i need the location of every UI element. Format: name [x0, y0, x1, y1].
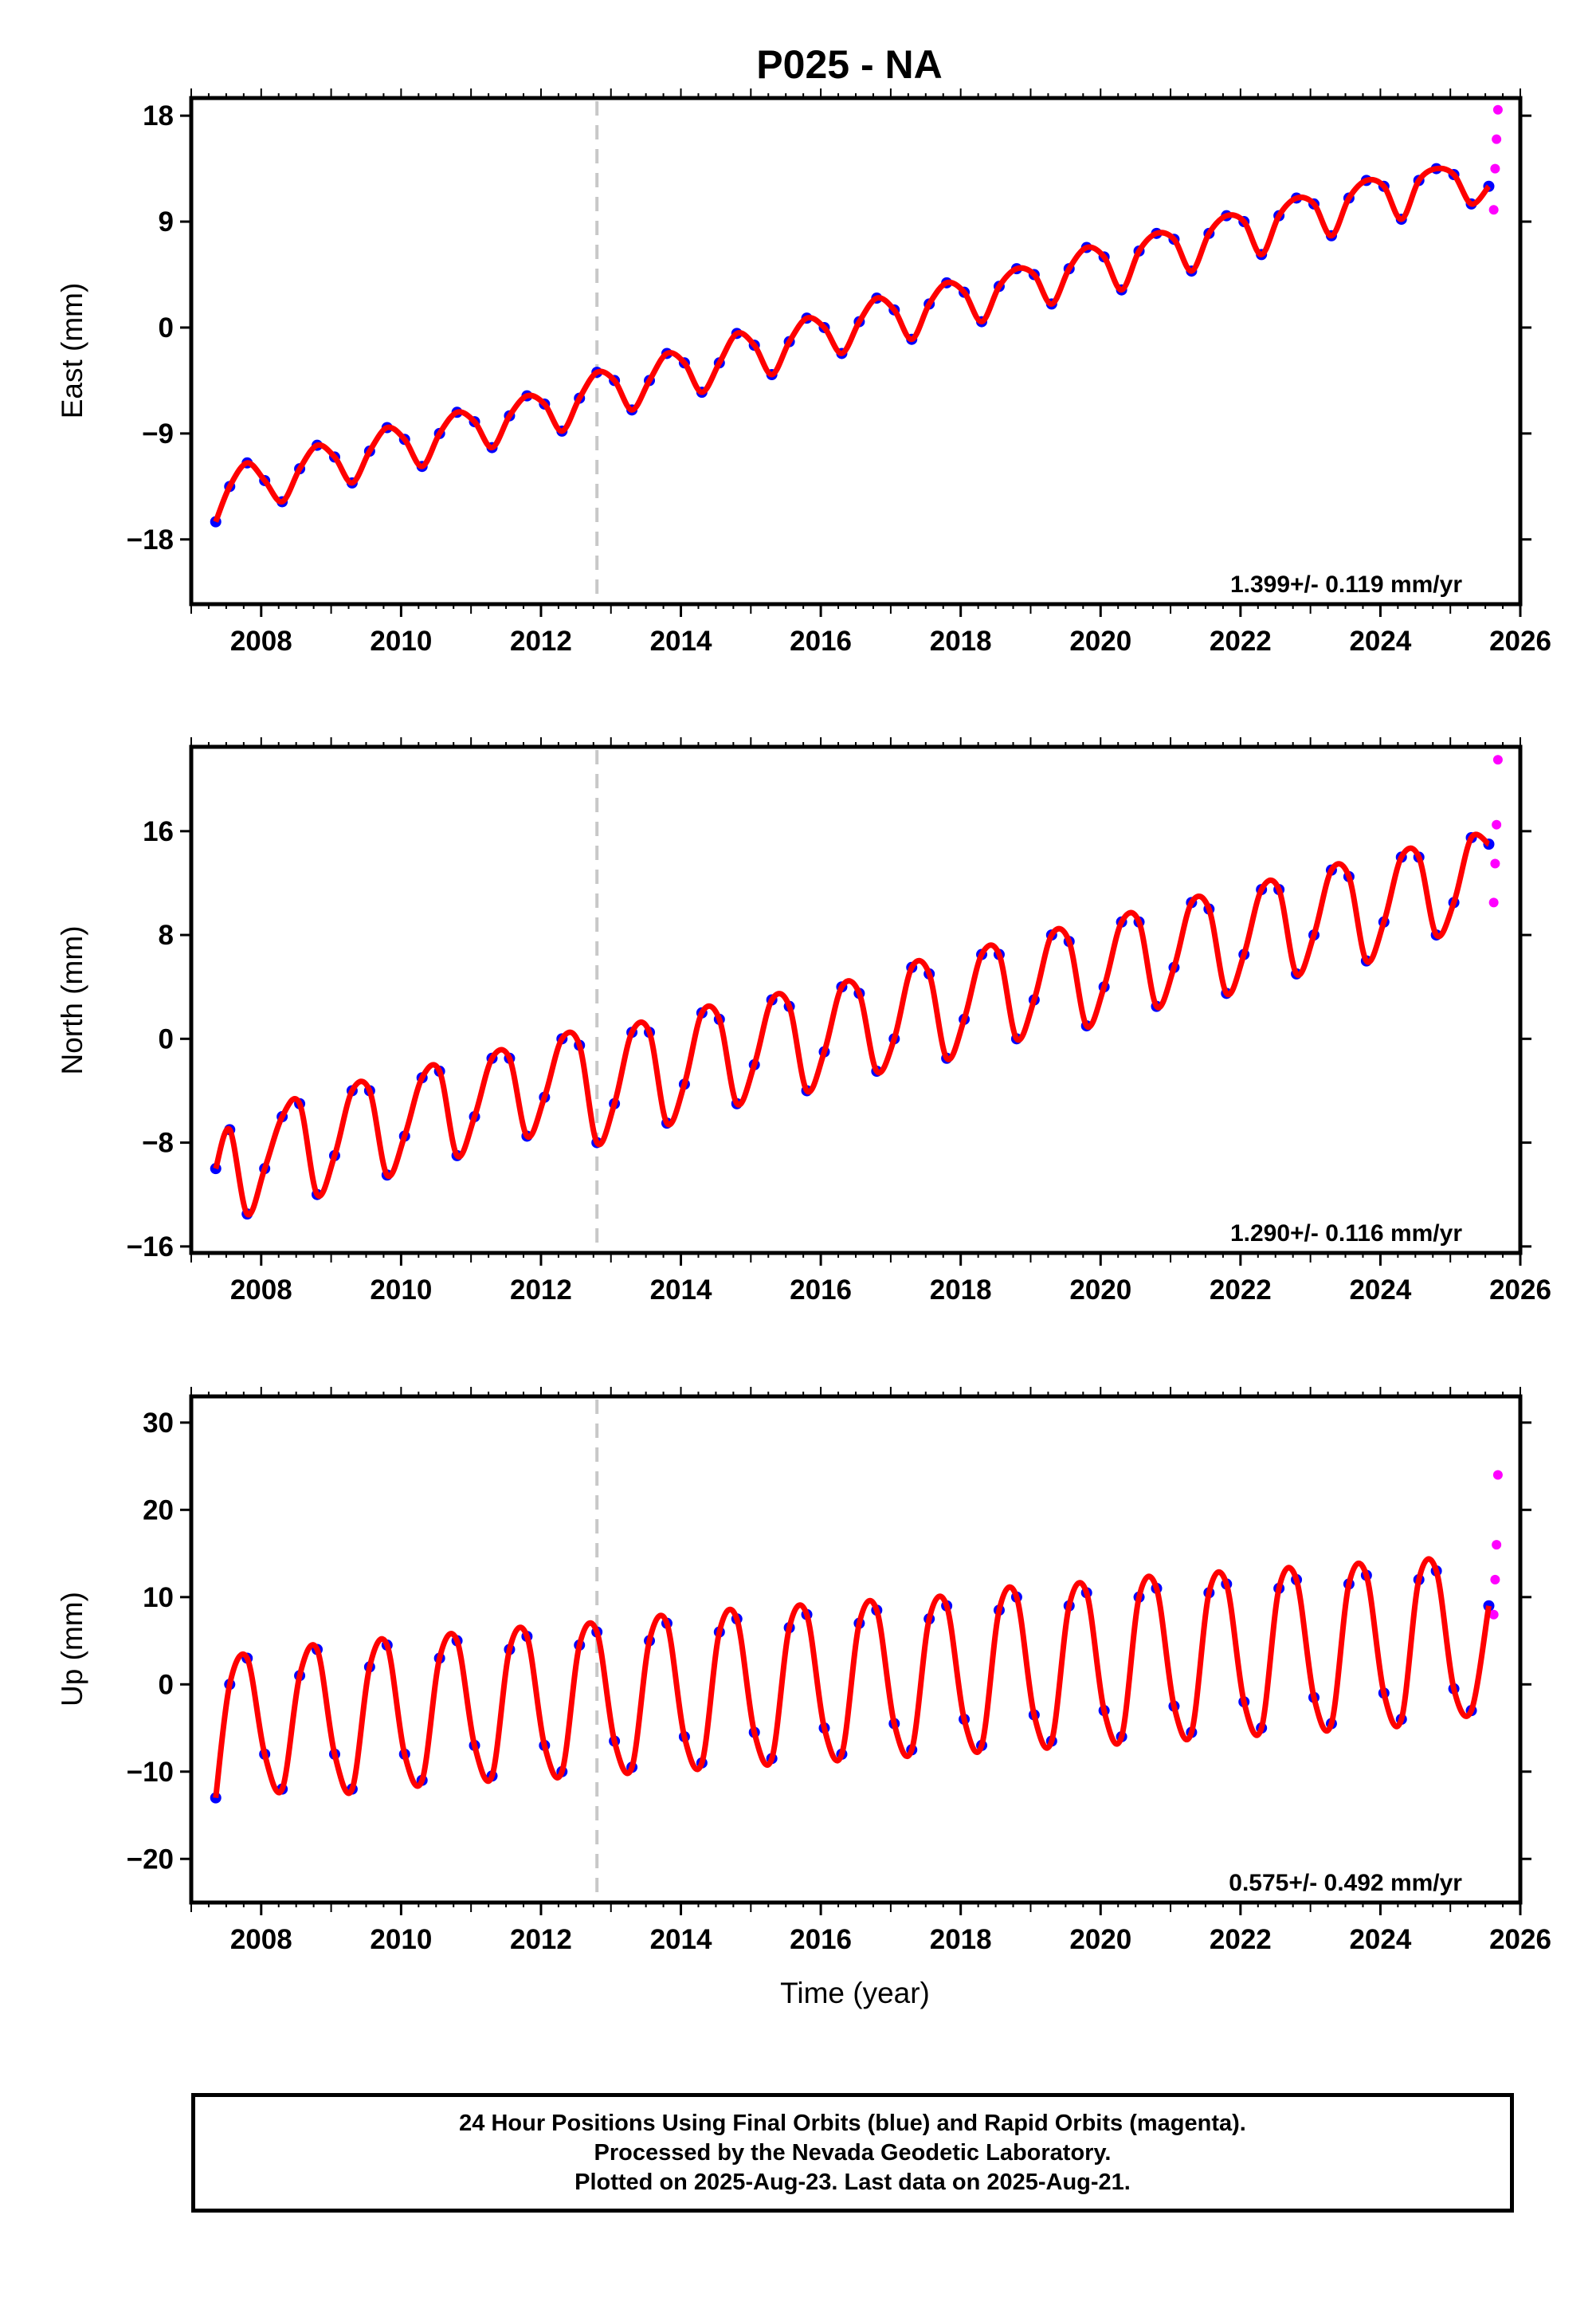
east-frame: [189, 96, 1523, 607]
rapid-orbit-point: [1492, 1540, 1502, 1550]
caption-line-3: Plotted on 2025-Aug-23. Last data on 202…: [574, 2169, 1131, 2195]
x-tick-label: 2016: [790, 626, 852, 657]
up-ylabel: Up (mm): [56, 1592, 88, 1706]
x-axis-label: Time (year): [780, 1977, 930, 2009]
model-fit-line: [213, 165, 1492, 523]
y-tick-label: 0: [159, 1023, 174, 1054]
x-tick-label: 2014: [650, 626, 712, 657]
y-tick-label: −8: [142, 1128, 174, 1159]
north-ylabel: North (mm): [56, 925, 88, 1074]
x-tick-label: 2020: [1069, 1924, 1131, 1955]
x-tick-label: 2016: [790, 1274, 852, 1306]
east-rate-label: 1.399+/- 0.119 mm/yr: [1230, 571, 1462, 598]
y-tick-label: 10: [143, 1582, 174, 1613]
x-tick-label: 2008: [230, 1274, 292, 1306]
y-tick-label: 30: [143, 1408, 174, 1439]
caption-line-1: 24 Hour Positions Using Final Orbits (bl…: [459, 2110, 1246, 2136]
y-tick-label: 8: [159, 920, 174, 951]
y-tick-label: −16: [127, 1231, 174, 1263]
up-rate-label: 0.575+/- 0.492 mm/yr: [1229, 1870, 1462, 1896]
rapid-orbit-point: [1492, 1470, 1503, 1480]
y-tick-label: 9: [159, 206, 174, 238]
east-ticks: 18 9 0 −9 −18 2008 2010 2012 2014 2016 2018 2020 202…: [127, 88, 1551, 657]
rapid-orbit-point: [1488, 897, 1499, 908]
rapid-orbit-point: [1490, 163, 1500, 174]
x-tick-label: 2014: [650, 1274, 712, 1306]
model-fit-line: [213, 1556, 1492, 1799]
y-tick-label: −18: [127, 524, 174, 556]
x-tick-label: 2010: [370, 1274, 432, 1306]
rapid-orbit-point: [1492, 134, 1502, 144]
x-tick-label: 2024: [1349, 1924, 1411, 1955]
y-tick-label: 16: [143, 816, 174, 847]
y-tick-label: −9: [142, 418, 174, 450]
caption-box: 24 Hour Positions Using Final Orbits (bl…: [191, 2093, 1514, 2213]
rapid-orbit-point: [1488, 205, 1499, 215]
x-tick-label: 2022: [1210, 1924, 1272, 1955]
north-ticks: 16 8 0 −8 −16 2008 2010 2012 2014 2016 2018 2020 202…: [127, 737, 1551, 1306]
rapid-orbit-point: [1490, 858, 1500, 869]
x-tick-label: 2012: [510, 1274, 572, 1306]
x-tick-label: 2018: [930, 626, 992, 657]
x-tick-label: 2024: [1349, 1274, 1411, 1306]
up-marks: [210, 1400, 1503, 1899]
caption-line-2: Processed by the Nevada Geodetic Laborat…: [594, 2139, 1112, 2166]
x-tick-label: 2010: [370, 1924, 432, 1955]
x-tick-label: 2010: [370, 626, 432, 657]
x-tick-label: 2016: [790, 1924, 852, 1955]
y-tick-label: −10: [127, 1757, 174, 1788]
rapid-orbit-point: [1492, 104, 1503, 115]
model-fit-line: [213, 831, 1491, 1218]
north-rate-label: 1.290+/- 0.116 mm/yr: [1230, 1220, 1462, 1247]
y-tick-label: 0: [159, 1669, 174, 1700]
x-tick-label: 2026: [1489, 626, 1551, 657]
x-tick-label: 2020: [1069, 1274, 1131, 1306]
panel-east: 18 9 0 −9 −18 2008 2010 2012 2014 2016 2018 2020 202…: [56, 88, 1551, 657]
north-marks: [210, 750, 1503, 1250]
y-tick-label: −20: [127, 1844, 174, 1875]
x-tick-label: 2014: [650, 1924, 712, 1955]
x-tick-label: 2026: [1489, 1274, 1551, 1306]
x-tick-label: 2022: [1210, 1274, 1272, 1306]
y-tick-label: 0: [159, 312, 174, 344]
east-marks: [210, 101, 1503, 601]
x-tick-label: 2022: [1210, 626, 1272, 657]
panel-north: 16 8 0 −8 −16 2008 2010 2012 2014 2016 2018 2020 202…: [56, 737, 1551, 1306]
x-tick-label: 2008: [230, 1924, 292, 1955]
y-tick-label: 20: [143, 1494, 174, 1526]
x-tick-label: 2020: [1069, 626, 1131, 657]
x-tick-label: 2008: [230, 626, 292, 657]
x-tick-label: 2024: [1349, 626, 1411, 657]
rapid-orbit-point: [1490, 1574, 1500, 1585]
chart-title: P025 - NA: [756, 42, 942, 87]
x-tick-label: 2026: [1489, 1924, 1551, 1955]
x-tick-label: 2012: [510, 1924, 572, 1955]
y-tick-label: 18: [143, 100, 174, 132]
x-tick-label: 2018: [930, 1274, 992, 1306]
x-tick-label: 2012: [510, 626, 572, 657]
east-ylabel: East (mm): [56, 283, 88, 419]
rapid-orbit-point: [1492, 819, 1502, 830]
x-tick-label: 2018: [930, 1924, 992, 1955]
rapid-orbit-point: [1492, 755, 1503, 765]
rapid-orbit-point: [1488, 1609, 1499, 1620]
